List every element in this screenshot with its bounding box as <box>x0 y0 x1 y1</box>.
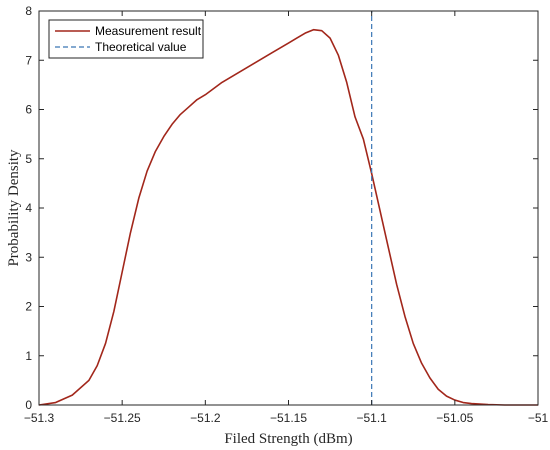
ticks-layer: −51.3 −51.25 −51.2 −51.15 −51.1 −51.05 −51 0 1 2 3… <box>24 4 549 425</box>
y-tick-label: 5 <box>25 152 32 166</box>
y-tick-label: 8 <box>25 4 32 18</box>
legend-label-theoretical: Theoretical value <box>95 40 187 54</box>
y-tick-label: 6 <box>25 103 32 117</box>
series-line-measurement <box>38 28 538 406</box>
legend: Measurement result Theoretical value <box>48 19 204 59</box>
y-tick-label: 1 <box>25 349 32 363</box>
y-tick-label: 7 <box>25 53 32 67</box>
x-tick-label: −51.25 <box>104 411 141 425</box>
x-tick-label: −51.05 <box>436 411 473 425</box>
legend-box <box>48 19 204 59</box>
y-axis-title: Probability Density <box>6 149 22 267</box>
x-tick-label: −51.15 <box>270 411 307 425</box>
x-tick-label: −51.3 <box>24 411 55 425</box>
y-tick-label: 3 <box>25 250 32 264</box>
legend-label-measurement: Measurement result <box>95 24 202 38</box>
x-tick-label: −51.2 <box>190 411 221 425</box>
plot-layer <box>38 11 538 406</box>
y-tick-label: 0 <box>25 398 32 412</box>
y-tick-label: 2 <box>25 300 32 314</box>
plot-frame <box>38 10 539 406</box>
x-tick-label: −51 <box>528 411 549 425</box>
y-tick-label: 4 <box>25 201 32 215</box>
x-tick-label: −51.1 <box>356 411 387 425</box>
x-axis-title: Filed Strength (dBm) <box>224 431 352 447</box>
